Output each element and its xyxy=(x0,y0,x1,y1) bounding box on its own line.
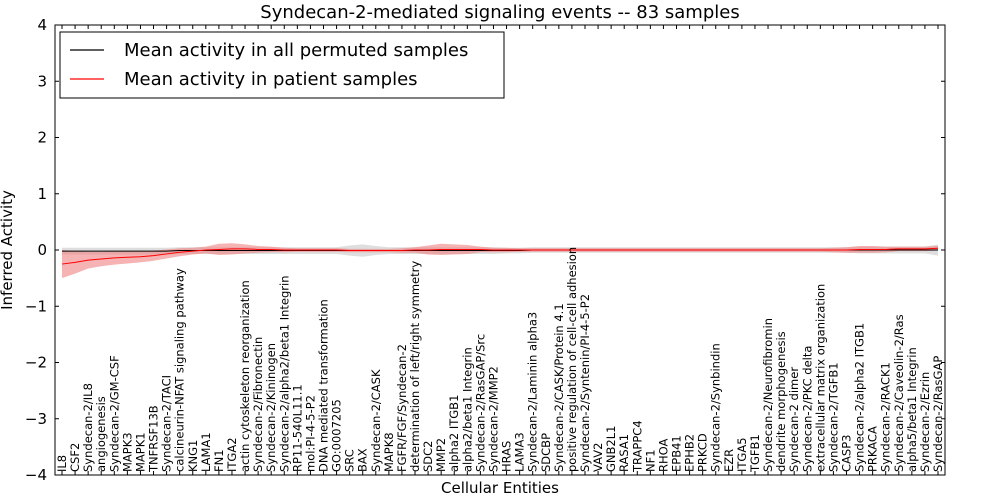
x-tick-label: FN1 xyxy=(212,449,226,472)
x-tick-label: PRKCD xyxy=(696,433,710,472)
x-tick-label: PRKACA xyxy=(866,426,880,472)
x-tick-label: Syndecan-2/CASK xyxy=(369,369,383,472)
y-tick-label: −1 xyxy=(25,297,47,315)
x-tick-label: Syndecan-2/Fibronectin xyxy=(251,337,265,472)
x-tick-label: dendrite morphogenesis xyxy=(774,331,788,472)
chart-title: Syndecan-2-mediated signaling events -- … xyxy=(260,2,739,23)
x-tick-label: Syndecan-2/Kininogen xyxy=(264,343,278,472)
y-tick-label: 4 xyxy=(37,16,47,34)
x-tick-label: RHOA xyxy=(656,439,670,472)
x-tick-label: Syndecan-2/CASK/Protein 4.1 xyxy=(552,303,566,472)
x-tick-label: LAMA1 xyxy=(199,432,213,472)
x-tick-label: TNFRSF13B xyxy=(147,405,161,473)
x-tick-label: Syndecan-2 dimer xyxy=(787,367,801,472)
x-tick-label: ITGA5 xyxy=(735,437,749,472)
x-tick-label: LAMA3 xyxy=(513,432,527,472)
x-tick-label: actin cytoskeleton reorganization xyxy=(238,280,252,472)
x-tick-label: HRAS xyxy=(500,441,514,472)
x-tick-label: EZR xyxy=(722,449,736,472)
x-tick-label: Syndecan-2/MMP2 xyxy=(486,366,500,472)
x-tick-label: GNB2L1 xyxy=(604,426,618,472)
x-tick-label: TGFB1 xyxy=(748,434,762,473)
x-tick-label: Syndecan-2/TACI xyxy=(160,375,174,472)
x-tick-label: SDCBP xyxy=(539,433,553,472)
y-tick-label: 1 xyxy=(37,185,47,203)
legend-box xyxy=(59,31,505,99)
legend-label-0: Mean activity in all permuted samples xyxy=(124,40,468,61)
series-1-band xyxy=(62,243,938,279)
x-tick-label: EPHB2 xyxy=(683,434,697,472)
y-tick-label: −2 xyxy=(25,354,47,372)
x-tick-label: KNG1 xyxy=(186,440,200,472)
x-tick-label: determination of left/right symmetry xyxy=(408,261,422,472)
x-tick-label: Syndecan-2/RasGAP/Src xyxy=(473,334,487,472)
x-tick-label: CSF2 xyxy=(68,443,82,472)
x-tick-label: MAPK1 xyxy=(133,432,147,472)
x-tick-label: MAPK8 xyxy=(382,432,396,472)
x-tick-label: MMP2 xyxy=(434,438,448,472)
x-tick-label: Syndecan-2/TGFB1 xyxy=(826,362,840,472)
x-tick-label: VAV2 xyxy=(591,443,605,472)
x-tick-label: MAPK3 xyxy=(120,432,134,472)
series-1-line xyxy=(61,247,939,265)
x-tick-label: Syndecan-2/Neurofibromin xyxy=(761,318,775,472)
y-tick-label: 2 xyxy=(37,129,47,147)
x-tick-label: GO:0007205 xyxy=(330,399,344,472)
x-tick-label: Syndecan-2/RasGAP xyxy=(931,356,945,472)
x-tick-label: SDC2 xyxy=(421,440,435,472)
x-tick-label: angiogenesis xyxy=(94,396,108,472)
x-tick-label: EPB41 xyxy=(670,435,684,472)
x-tick-label: SRC xyxy=(343,449,357,472)
x-tick-label: Syndecan-2/RACK1 xyxy=(879,362,893,472)
x-tick-label: Syndecan-2/Syntenin/PI-4-5-P2 xyxy=(578,294,592,472)
x-tick-label: Syndecan-2/GM-CSF xyxy=(107,355,121,472)
x-tick-label: BAX xyxy=(356,448,370,472)
x-tick-label: Syndecan-2/Ezrin xyxy=(918,372,932,472)
x-tick-label: Syndecan-2/Caveolin-2/Ras xyxy=(892,314,906,472)
x-tick-label: alpha2/beta1 Integrin xyxy=(460,347,474,472)
x-tick-label: Syndecan-2/Synbindin xyxy=(709,343,723,472)
x-tick-label: Syndecan-2/alpha2 ITGB1 xyxy=(853,323,867,472)
x-tick-label: alpha2 ITGB1 xyxy=(447,395,461,472)
legend: Mean activity in all permuted samples Mea… xyxy=(59,31,505,99)
y-tick-label: −3 xyxy=(25,410,47,428)
y-axis-title: Inferred Activity xyxy=(0,190,16,310)
y-tick-label: −4 xyxy=(25,466,47,484)
x-axis-title: Cellular Entities xyxy=(441,479,559,497)
legend-label-1: Mean activity in patient samples xyxy=(124,69,418,90)
x-tick-label: RP11-540L11.1 xyxy=(290,384,304,472)
plot-area xyxy=(61,243,939,279)
y-tick-label: 3 xyxy=(37,72,47,90)
x-tick-label: calcineurin-NFAT signaling pathway xyxy=(173,268,187,472)
x-tick-label: CASP3 xyxy=(839,435,853,472)
axes: 4 3 2 1 0 −1 −2 −3 −4 IL8 CSF2 Syndecan-2/IL8 angiog… xyxy=(25,16,946,484)
x-tick-label: Syndecan-2/PKC delta xyxy=(800,346,814,472)
x-tick-label: Syndecan-2/alpha2/beta1 Integrin xyxy=(277,275,291,472)
x-tick-label: Syndecan-2/IL8 xyxy=(81,383,95,472)
x-tick-label: RASA1 xyxy=(617,434,631,472)
x-tick-label: TRAPPC4 xyxy=(630,420,644,473)
x-tick-label: FGFR/FGF/Syndecan-2 xyxy=(395,344,409,472)
x-tick-label: extracellular matrix organization xyxy=(813,284,827,472)
x-tick-label: DNA mediated transformation xyxy=(316,299,330,472)
x-tick-label: ITGA2 xyxy=(225,437,239,472)
x-tick-label: mol:PI-4-5-P2 xyxy=(303,395,317,472)
x-tick-label: NF1 xyxy=(643,449,657,472)
y-tick-label: 0 xyxy=(37,241,47,259)
x-tick-label: positive regulation of cell-cell adhesio… xyxy=(565,247,579,472)
x-tick-label: alpha5/beta1 Integrin xyxy=(905,347,919,472)
x-tick-label: Syndecan-2/Laminin alpha3 xyxy=(526,312,540,472)
x-tick-label: IL8 xyxy=(55,455,69,472)
